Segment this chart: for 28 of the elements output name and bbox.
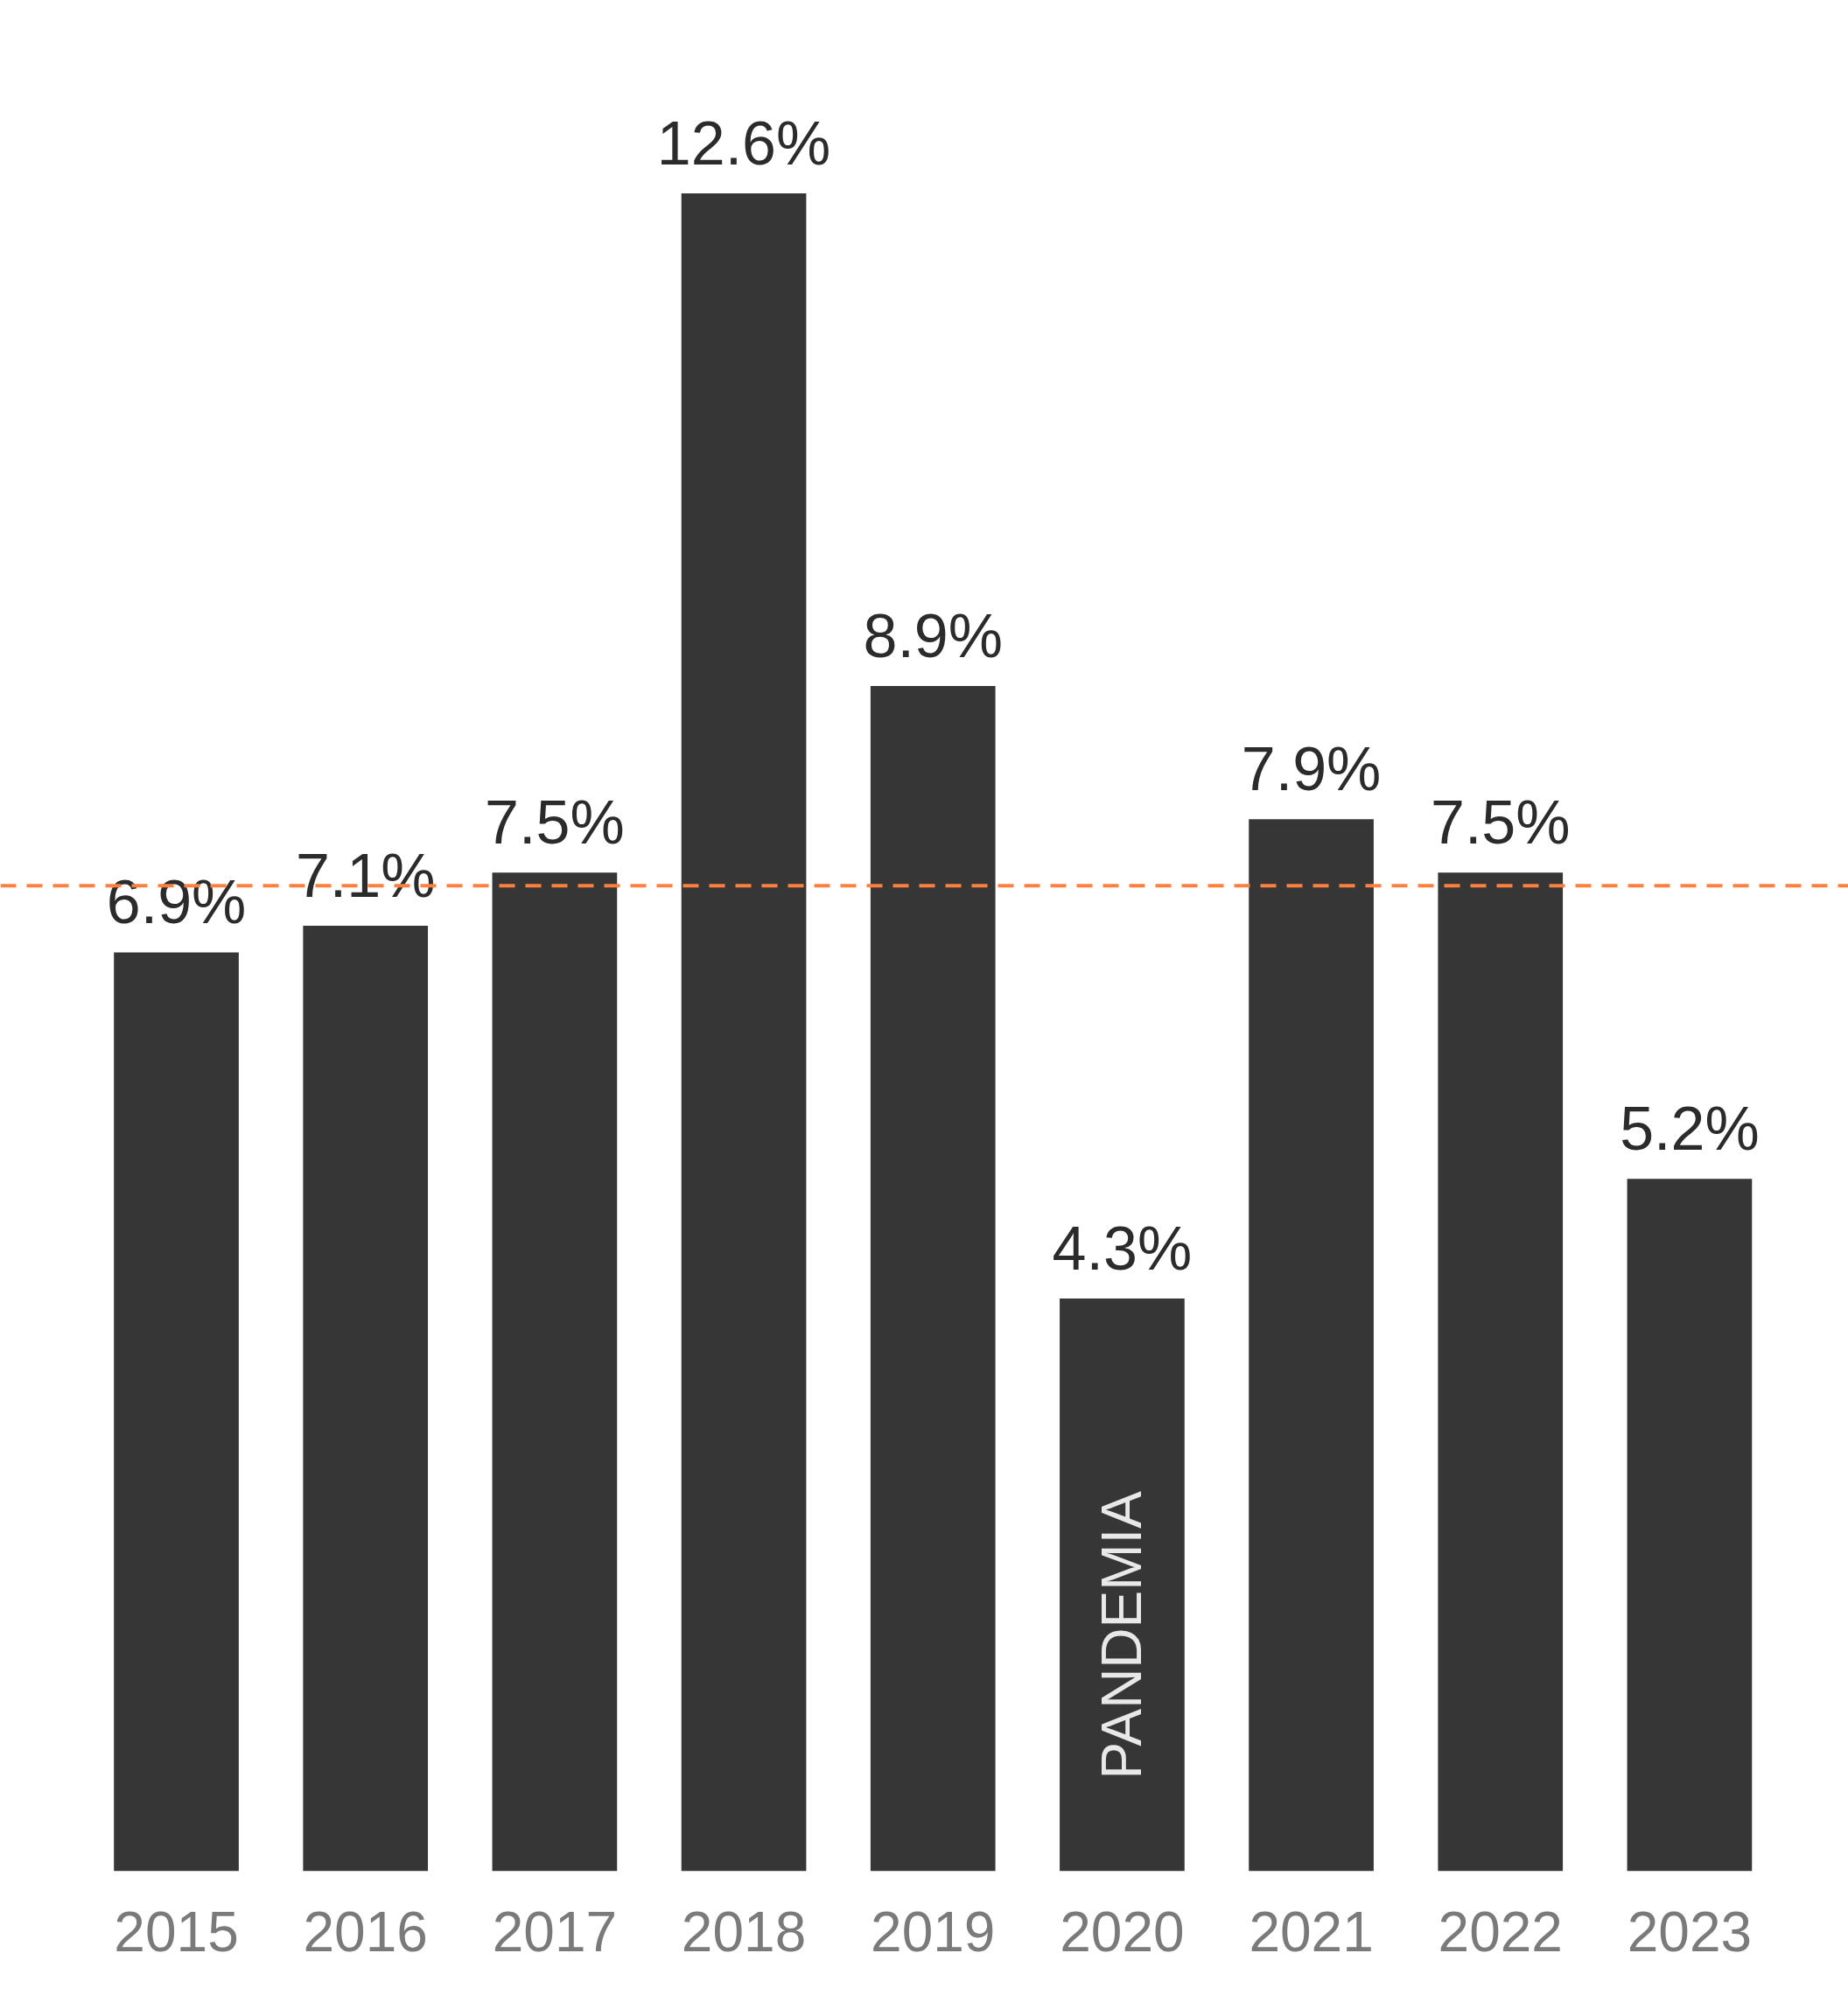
- bar: [870, 686, 996, 1872]
- data-label: 7.5%: [1430, 788, 1571, 858]
- bar: [681, 193, 807, 1872]
- x-tick-label: 2021: [1249, 1900, 1374, 1964]
- annotation: PANDEMIA: [1090, 1490, 1154, 1780]
- data-label: 7.9%: [1241, 735, 1382, 804]
- bar: [1438, 872, 1564, 1872]
- data-label: 7.5%: [485, 788, 625, 858]
- bar: [114, 952, 239, 1872]
- x-tick-label: 2022: [1438, 1900, 1563, 1964]
- data-label: 6.9%: [106, 868, 247, 937]
- x-tick-label: 2018: [681, 1900, 807, 1964]
- bar: [303, 926, 429, 1872]
- bar: [1627, 1179, 1753, 1872]
- bar: [1060, 1298, 1185, 1872]
- x-tick-label: 2020: [1060, 1900, 1185, 1964]
- data-label: 8.9%: [863, 602, 1004, 671]
- data-label: 7.1%: [295, 842, 436, 911]
- x-tick-label: 2019: [871, 1900, 996, 1964]
- x-tick-label: 2017: [492, 1900, 618, 1964]
- bar: [492, 872, 618, 1872]
- bar: [1249, 819, 1374, 1872]
- data-label: 4.3%: [1052, 1214, 1193, 1284]
- data-label: 5.2%: [1620, 1095, 1760, 1164]
- data-label: 12.6%: [656, 109, 831, 178]
- x-tick-label: 2016: [303, 1900, 428, 1964]
- x-tick-label: 2023: [1627, 1900, 1753, 1964]
- x-tick-label: 2015: [114, 1900, 239, 1964]
